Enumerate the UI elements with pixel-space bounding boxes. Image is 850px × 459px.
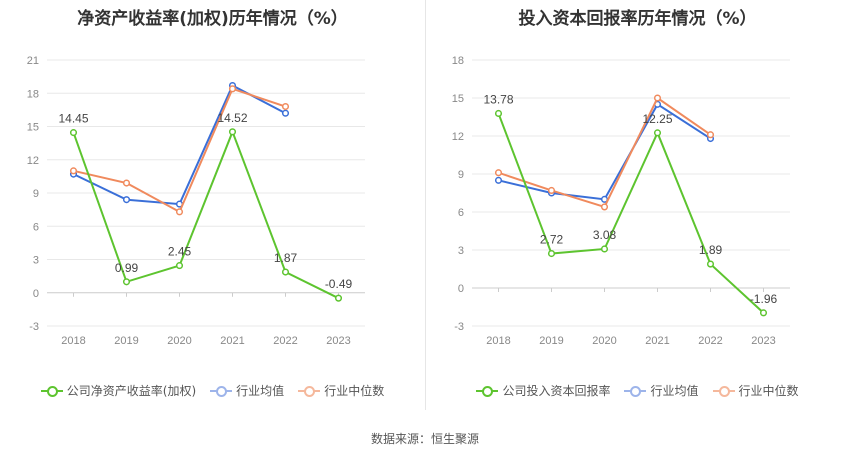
data-label: -0.49 xyxy=(325,277,353,291)
data-point xyxy=(547,249,556,258)
x-tick-label: 2022 xyxy=(698,335,722,347)
data-label: 12.25 xyxy=(642,112,672,126)
x-tick-label: 2018 xyxy=(61,335,85,347)
legend: 公司投入资本回报率 行业均值 行业中位数 xyxy=(425,382,850,399)
y-tick-label: 18 xyxy=(27,88,39,100)
data-point xyxy=(122,179,131,187)
x-tick-label: 2019 xyxy=(539,335,563,347)
legend-label: 公司投入资本回报率 xyxy=(502,384,611,398)
x-tick-label: 2020 xyxy=(592,335,616,347)
y-tick-label: -3 xyxy=(454,321,464,333)
legend-item-company[interactable]: 公司净资产收益率(加权) xyxy=(40,382,197,399)
x-tick-label: 2023 xyxy=(751,335,775,347)
legend-marker-icon xyxy=(298,385,321,397)
data-label: 2.45 xyxy=(168,245,192,259)
legend-label: 行业均值 xyxy=(236,384,285,398)
legend-marker-icon xyxy=(624,385,647,397)
data-point xyxy=(600,245,609,253)
data-label: 3.08 xyxy=(593,228,617,242)
y-tick-label: 6 xyxy=(458,207,464,219)
y-tick-label: 18 xyxy=(452,55,464,67)
y-tick-label: 15 xyxy=(452,93,464,105)
chart-title: 净资产收益率(加权)历年情况（%） xyxy=(77,9,348,29)
data-label: 14.52 xyxy=(217,111,247,125)
x-tick-label: 2021 xyxy=(645,335,669,347)
roic-chart-panel: 投入资本回报率历年情况（%） 18 15 12 9 6 3 0 -3 2018 2019 2020 2… xyxy=(425,0,850,415)
data-point xyxy=(122,196,131,204)
y-tick-label: 3 xyxy=(458,245,464,257)
data-point xyxy=(228,85,237,93)
data-label: 13.78 xyxy=(483,92,513,106)
y-tick-label: 15 xyxy=(27,122,39,134)
data-point xyxy=(706,131,715,139)
legend-item-industry-avg[interactable]: 行业均值 xyxy=(210,382,284,399)
data-point xyxy=(281,268,290,276)
series-line xyxy=(498,96,712,209)
legend-label: 行业中位数 xyxy=(324,384,385,398)
y-tick-label: -3 xyxy=(29,321,39,333)
x-tick-label: 2018 xyxy=(486,335,510,347)
x-tick-label: 2021 xyxy=(220,335,244,347)
x-tick-label: 2019 xyxy=(114,335,138,347)
data-point xyxy=(334,294,343,302)
data-point xyxy=(175,262,184,270)
legend: 公司净资产收益率(加权) 行业均值 行业中位数 xyxy=(0,382,425,399)
series-line xyxy=(72,129,339,300)
legend-item-industry-median[interactable]: 行业中位数 xyxy=(298,382,384,399)
data-point xyxy=(653,94,662,102)
y-tick-label: 3 xyxy=(33,255,39,267)
y-tick-label: 12 xyxy=(452,131,464,143)
legend-marker-icon xyxy=(476,385,499,397)
legend-marker-icon xyxy=(40,385,63,397)
y-tick-label: 21 xyxy=(27,55,39,67)
legend-item-industry-avg[interactable]: 行业均值 xyxy=(624,382,699,399)
roe-chart: 21 18 15 12 9 6 3 0 -3 2018 2019 2020 2021 2022 2023 14… xyxy=(27,55,365,347)
data-point xyxy=(547,186,556,195)
y-tick-label: 9 xyxy=(33,188,39,200)
data-label: -1.96 xyxy=(750,292,778,306)
chart-title: 投入资本回报率历年情况（%） xyxy=(518,9,757,29)
data-point xyxy=(228,128,237,136)
legend-item-industry-median[interactable]: 行业中位数 xyxy=(712,382,799,399)
y-tick-label: 12 xyxy=(27,155,39,167)
data-point xyxy=(706,260,715,268)
legend-label: 行业均值 xyxy=(650,384,699,398)
legend-marker-icon xyxy=(210,385,233,397)
y-tick-label: 0 xyxy=(458,283,464,295)
data-source-note: 数据来源：恒生聚源 xyxy=(370,432,479,446)
roe-chart-panel: 净资产收益率(加权)历年情况（%） 21 18 15 12 9 6 3 0 -3 2018 2019… xyxy=(0,0,425,415)
legend-marker-icon xyxy=(712,385,735,397)
panel-divider xyxy=(425,0,426,410)
data-point xyxy=(494,169,503,177)
data-point xyxy=(175,208,184,216)
y-tick-label: 0 xyxy=(33,288,39,300)
data-point xyxy=(69,129,78,137)
roic-chart: 18 15 12 9 6 3 0 -3 2018 2019 2020 2021 2022 2023 13.7… xyxy=(452,55,790,347)
legend-item-company[interactable]: 公司投入资本回报率 xyxy=(476,382,610,399)
legend-label: 行业中位数 xyxy=(738,384,799,398)
data-point xyxy=(494,176,503,184)
data-point xyxy=(281,109,290,117)
data-label: 1.87 xyxy=(274,251,298,265)
data-point xyxy=(653,129,662,137)
data-point xyxy=(600,203,609,211)
data-label: 14.45 xyxy=(58,112,88,126)
x-tick-label: 2023 xyxy=(326,335,350,347)
x-tick-label: 2022 xyxy=(273,335,297,347)
data-point xyxy=(69,167,78,175)
data-label: 0.99 xyxy=(115,261,139,275)
legend-label: 公司净资产收益率(加权) xyxy=(66,384,197,398)
data-point xyxy=(281,103,290,111)
data-point xyxy=(494,109,503,118)
data-point xyxy=(759,309,768,317)
series-line xyxy=(497,113,765,314)
data-point xyxy=(122,278,131,286)
y-tick-label: 9 xyxy=(458,169,464,181)
x-tick-label: 2020 xyxy=(167,335,191,347)
data-label: 1.89 xyxy=(699,243,723,257)
y-tick-label: 6 xyxy=(33,221,39,233)
data-label: 2.72 xyxy=(540,233,564,247)
